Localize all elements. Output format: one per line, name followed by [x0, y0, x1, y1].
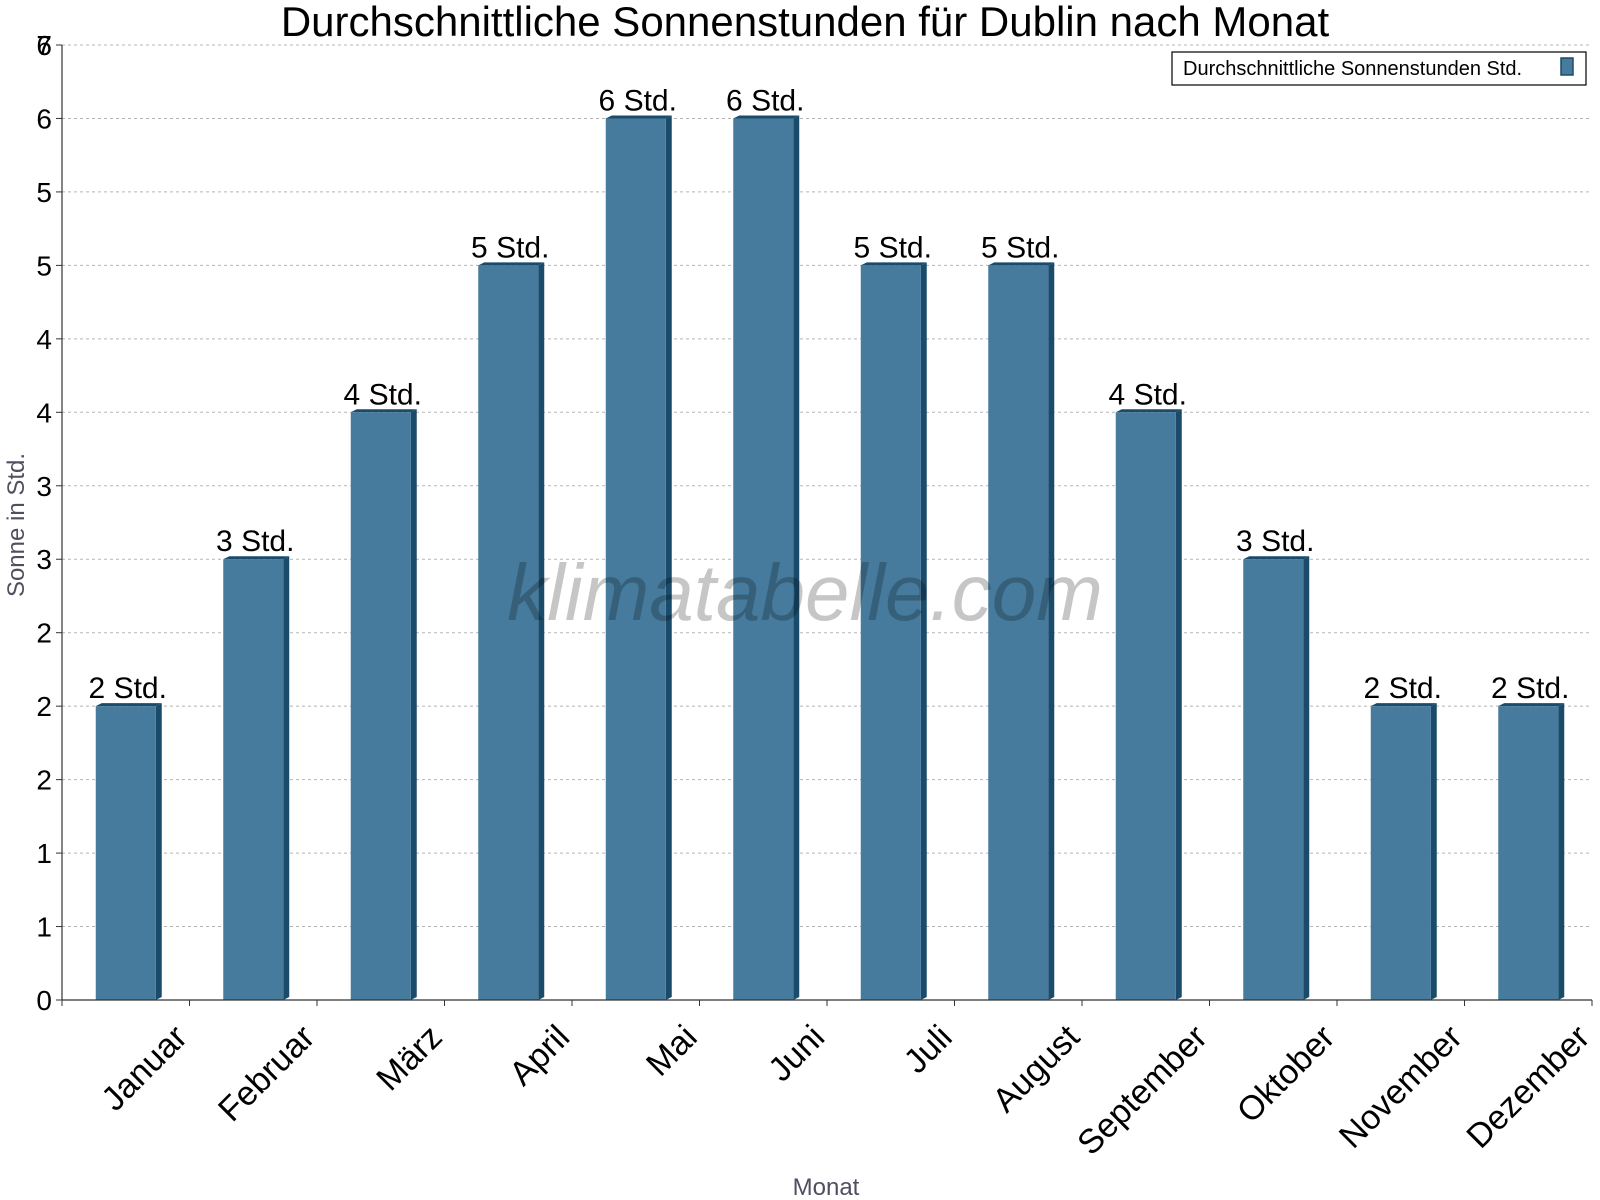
bar [1498, 706, 1559, 1000]
bar-value-label: 2 Std. [1364, 672, 1442, 705]
bar-side [1430, 703, 1437, 1000]
x-tick-label: April [502, 1018, 577, 1093]
bar-side [920, 262, 927, 1000]
bar-side [538, 262, 545, 1000]
bar-value-label: 5 Std. [981, 231, 1059, 264]
x-tick-label: Juli [897, 1018, 960, 1081]
bar [350, 412, 411, 1000]
bar-top [860, 262, 927, 266]
x-tick-label: August [985, 1018, 1087, 1120]
x-tick-label: Juni [761, 1018, 832, 1089]
bars: 2 Std. 3 Std. 4 Std. 5 Std. 6 Std. 6 Std. 5 St… [89, 84, 1569, 1000]
watermark: klimatabelle.com [507, 548, 1103, 637]
y-tick-label: 3 [36, 471, 52, 502]
bar-top [988, 262, 1055, 266]
bar-value-label: 3 Std. [216, 525, 294, 558]
bar-top [223, 556, 290, 560]
x-axis-label: Monat [793, 1174, 860, 1200]
bar-value-label: 3 Std. [1236, 525, 1314, 558]
axes [61, 45, 1592, 1001]
y-tick-label: 7 [36, 30, 52, 61]
bar-side [665, 115, 672, 1000]
bar [223, 559, 284, 1000]
grid-lines [62, 44, 1592, 928]
bar [1243, 559, 1304, 1000]
x-tick-label: Januar [94, 1018, 194, 1118]
bar-top [478, 262, 545, 266]
y-tick-label: 2 [36, 765, 52, 796]
x-tick-label: März [369, 1018, 449, 1098]
y-tick-label: 5 [36, 177, 52, 208]
bar [95, 706, 156, 1000]
x-tick-label: Dezember [1459, 1018, 1597, 1156]
x-tick-label: Mai [639, 1018, 705, 1084]
legend-box [1171, 51, 1587, 86]
legend-swatch [1560, 57, 1574, 76]
x-tick-label: November [1332, 1018, 1470, 1156]
legend: Durchschnittliche Sonnenstunden Std. [1171, 51, 1587, 86]
y-tick-label: 1 [36, 838, 52, 869]
y-tick-label: 1 [36, 912, 52, 943]
x-tick-label: September [1070, 1018, 1214, 1162]
bar-side [1558, 703, 1565, 1000]
bar-value-label: 2 Std. [89, 672, 167, 705]
x-tick-label: Februar [211, 1018, 322, 1129]
bar-top [605, 115, 672, 119]
x-axis-ticks: Januar Februar März April Mai Juni Juli AugustS… [61, 1000, 1597, 1163]
bar-side [793, 115, 800, 1000]
bar-side [1303, 556, 1310, 1000]
bar-side [1175, 409, 1182, 1000]
bar-value-label: 2 Std. [1491, 672, 1569, 705]
legend-label: Durchschnittliche Sonnenstunden Std. [1183, 58, 1522, 80]
chart-title: Durchschnittliche Sonnenstunden für Dubl… [281, 0, 1330, 45]
bar [733, 118, 794, 1000]
bar-side [1048, 262, 1055, 1000]
bar-value-label: 5 Std. [854, 231, 932, 264]
y-tick-label: 6 [36, 103, 52, 134]
bar [1370, 706, 1431, 1000]
bar-top [95, 703, 162, 707]
bar-value-label: 5 Std. [471, 231, 549, 264]
y-tick-label: 2 [36, 691, 52, 722]
bar [988, 265, 1049, 1000]
y-tick-label: 6 [36, 30, 52, 61]
bar-top [1370, 703, 1437, 707]
bar [860, 265, 921, 1000]
y-tick-label: 0 [36, 985, 52, 1016]
bar [1115, 412, 1176, 1000]
x-tick-label: Oktober [1230, 1018, 1342, 1130]
bar-top [350, 409, 417, 413]
y-tick-label: 2 [36, 618, 52, 649]
y-axis-label: Sonne in Std. [3, 453, 30, 597]
bar-top [1243, 556, 1310, 560]
bar-value-label: 4 Std. [1109, 378, 1187, 411]
y-tick-label: 4 [36, 324, 52, 355]
bar-top [1498, 703, 1565, 707]
y-tick-label: 3 [36, 544, 52, 575]
y-tick-label: 5 [36, 250, 52, 281]
bar-side [410, 409, 417, 1000]
bar-side [155, 703, 162, 1000]
bar [478, 265, 539, 1000]
bar-top [1115, 409, 1182, 413]
bar [605, 118, 666, 1000]
y-tick-label: 4 [36, 397, 52, 428]
bar-value-label: 6 Std. [726, 84, 804, 117]
bar-top [733, 115, 800, 119]
bar-value-label: 4 Std. [344, 378, 422, 411]
bar-side [283, 556, 290, 1000]
bar-value-label: 6 Std. [599, 84, 677, 117]
